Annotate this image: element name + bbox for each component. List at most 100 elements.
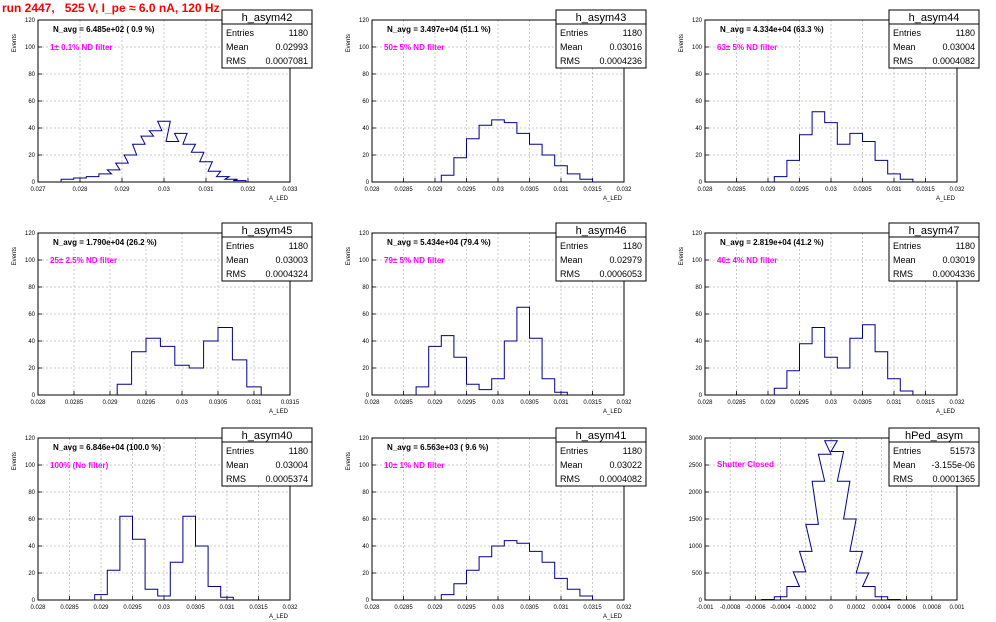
stats-value: 0.03003 — [275, 255, 308, 265]
stats-label: Entries — [226, 446, 255, 456]
y-tick-label: 60 — [695, 99, 702, 105]
y-tick-label: 40 — [362, 544, 369, 550]
y-tick-label: 0 — [32, 598, 36, 604]
x-tick-label: 0.031 — [198, 187, 214, 193]
y-axis-title: Events — [12, 34, 18, 52]
x-tick-label: 0.029 — [427, 400, 443, 406]
navg-label: N_avg = 1.790e+04 (26.2 %) — [53, 238, 157, 247]
stats-title: h_asym42 — [242, 12, 293, 24]
x-tick-label: 0.0305 — [186, 605, 205, 611]
y-tick-label: 20 — [362, 153, 369, 159]
y-tick-label: 80 — [28, 490, 35, 496]
x-tick-label: 0.0295 — [457, 400, 476, 406]
y-tick-label: 0 — [699, 393, 703, 399]
stats-label: RMS — [893, 474, 913, 484]
y-tick-label: 2500 — [689, 463, 703, 469]
x-tick-label: 0.0305 — [520, 400, 539, 406]
x-tick-label: -0.0006 — [745, 605, 766, 611]
stats-label: Mean — [226, 42, 249, 52]
filter-note: 50± 5% ND filter — [384, 43, 444, 52]
stats-title: h_asym41 — [576, 430, 627, 442]
x-tick-label: 0.0315 — [249, 605, 268, 611]
x-tick-label: 0.032 — [616, 187, 632, 193]
filter-note: 25± 2.5% ND filter — [50, 256, 117, 265]
navg-label: N_avg = 4.334e+04 (63.3 %) — [720, 25, 824, 34]
x-tick-label: 0.028 — [30, 400, 46, 406]
x-tick-label: 0.028 — [697, 187, 713, 193]
histogram-step-h_asym41 — [440, 540, 593, 600]
x-tick-label: 0.0315 — [916, 400, 935, 406]
x-axis-title: A_LED — [603, 196, 623, 202]
y-tick-label: 100 — [25, 463, 36, 469]
x-tick-label: 0.032 — [282, 605, 298, 611]
y-tick-label: 3000 — [689, 436, 703, 442]
y-tick-label: 100 — [25, 258, 36, 264]
x-tick-label: 0.031 — [246, 400, 262, 406]
x-tick-label: 0.0305 — [520, 605, 539, 611]
x-tick-label: 0.032 — [616, 605, 632, 611]
x-tick-label: 0.0285 — [65, 400, 84, 406]
x-tick-label: 0.027 — [30, 187, 46, 193]
stats-label: Entries — [893, 446, 922, 456]
x-tick-label: 0.03 — [158, 187, 170, 193]
x-tick-label: 0.0295 — [790, 187, 809, 193]
histogram-step-h_asym45 — [116, 327, 262, 395]
x-tick-label: 0.029 — [114, 187, 130, 193]
x-tick-label: 0.0305 — [853, 187, 872, 193]
y-axis-title: Events — [679, 247, 685, 265]
y-tick-label: 60 — [362, 517, 369, 523]
x-tick-label: 0.029 — [760, 187, 776, 193]
stats-value: 0.03004 — [275, 460, 308, 470]
stats-value: 1180 — [289, 241, 308, 251]
x-tick-label: 0.0315 — [583, 400, 602, 406]
y-tick-label: 40 — [28, 339, 35, 345]
y-tick-label: 60 — [362, 99, 369, 105]
stats-box — [555, 427, 647, 487]
y-tick-label: 20 — [695, 366, 702, 372]
stats-value: 0.0004082 — [932, 56, 975, 66]
navg-label: N_avg = 6.563e+03 ( 9.6 %) — [387, 443, 489, 452]
x-tick-label: 0.03 — [492, 400, 504, 406]
x-tick-label: 0.0305 — [853, 400, 872, 406]
stats-title: h_asym43 — [576, 12, 627, 24]
x-axis-title: A_LED — [936, 196, 956, 202]
filter-note: 1± 0.1% ND filter — [50, 43, 113, 52]
x-tick-label: 0.029 — [427, 605, 443, 611]
y-tick-label: 120 — [359, 18, 370, 24]
stats-label: Entries — [560, 241, 589, 251]
stats-label: RMS — [893, 269, 913, 279]
stats-title: h_asym40 — [242, 430, 293, 442]
x-axis-title: A_LED — [269, 409, 289, 415]
y-tick-label: 0 — [366, 393, 370, 399]
filter-note: 40± 4% ND filter — [717, 256, 777, 265]
stats-label: Entries — [226, 28, 255, 38]
x-tick-label: 0.0285 — [394, 400, 413, 406]
x-tick-label: 0.03 — [825, 400, 837, 406]
stats-value: 0.0004336 — [932, 269, 975, 279]
stats-value: 1180 — [623, 446, 642, 456]
run-title: run 2447, 525 V, I_pe ≈ 6.0 nA, 120 Hz — [2, 1, 220, 15]
y-tick-label: 20 — [28, 366, 35, 372]
stats-value: 1180 — [956, 241, 975, 251]
x-tick-label: 0.031 — [219, 605, 235, 611]
x-tick-label: 0.0305 — [209, 400, 228, 406]
histogram-step-h_asym42 — [60, 120, 247, 182]
stats-label: Mean — [893, 255, 916, 265]
x-axis-title: A_LED — [936, 409, 956, 415]
y-tick-label: 100 — [692, 45, 703, 51]
stats-value: 0.03016 — [609, 42, 642, 52]
x-tick-label: 0.0008 — [923, 605, 942, 611]
y-tick-label: 80 — [28, 72, 35, 78]
y-axis-title: Events — [679, 34, 685, 52]
x-tick-label: 0.028 — [364, 605, 380, 611]
filter-note: 100% (No filter) — [50, 461, 109, 470]
stats-label: Mean — [893, 42, 916, 52]
stats-label: RMS — [560, 56, 580, 66]
y-tick-label: 120 — [359, 436, 370, 442]
stats-value: 51573 — [950, 446, 975, 456]
histogram-pad-hPed_asym: -0.001 -0.0008 -0.0006 -0.0004 -0.0002 0 0.000… — [689, 427, 980, 611]
stats-label: RMS — [226, 56, 246, 66]
x-tick-label: 0.028 — [364, 187, 380, 193]
x-tick-label: 0.0295 — [123, 605, 142, 611]
